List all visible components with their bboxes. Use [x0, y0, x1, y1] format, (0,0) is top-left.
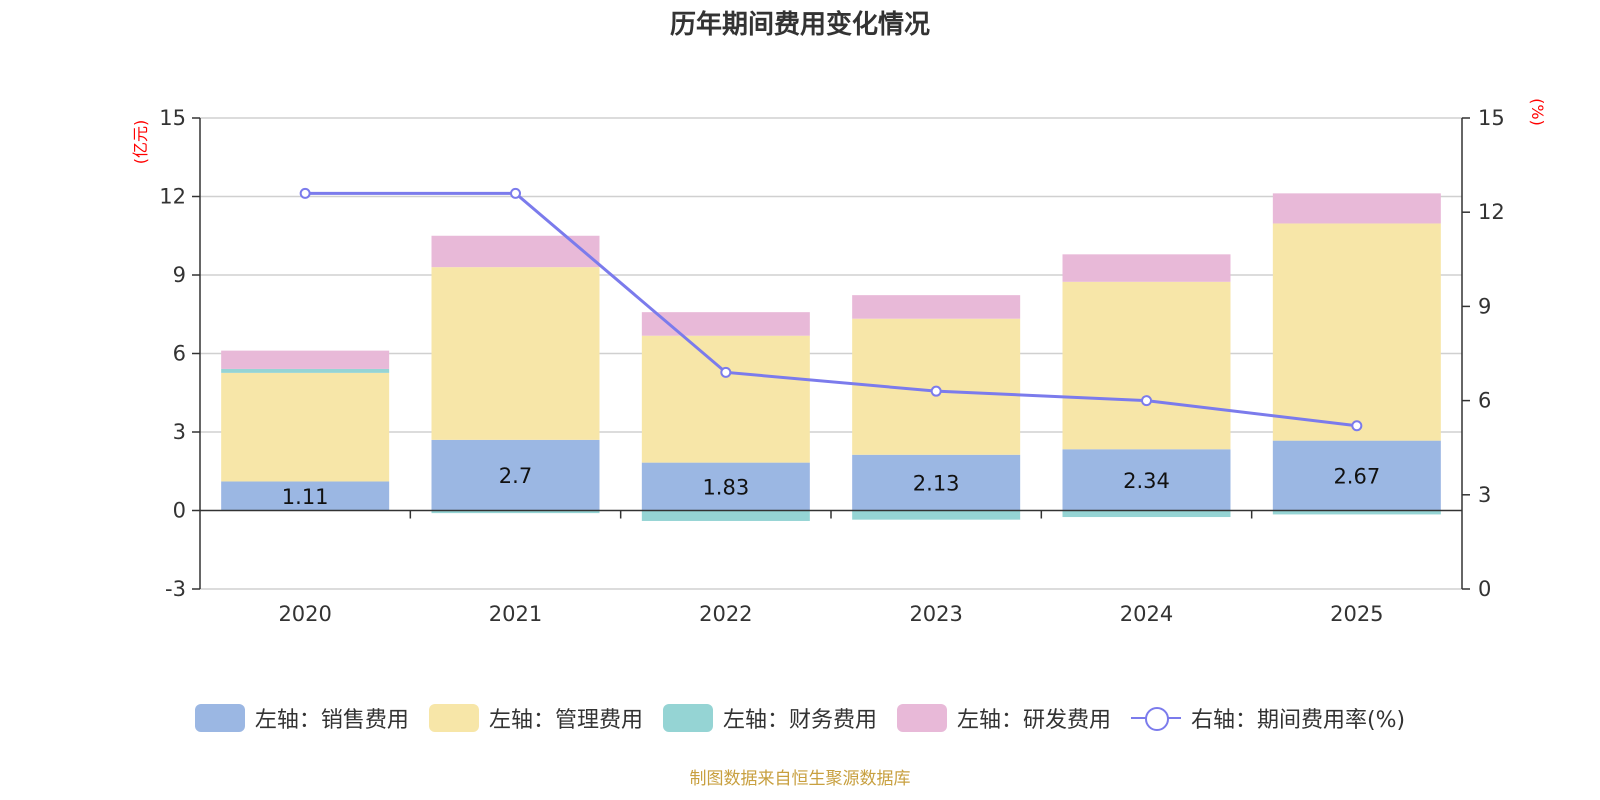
- left-axis-tick-label: 12: [159, 185, 186, 209]
- bar-rd-2021: [431, 235, 600, 268]
- bar-finance-2025: [1272, 510, 1441, 515]
- right-axis-tick-label: 3: [1478, 483, 1491, 507]
- x-axis-label-2020: 2020: [278, 602, 331, 626]
- x-axis-label-2021: 2021: [489, 602, 542, 626]
- chart-title: 历年期间费用变化情况: [669, 10, 930, 40]
- x-axis-label-2023: 2023: [909, 602, 962, 626]
- legend-item-expense-rate[interactable]: 右轴：期间费用率(%): [1130, 702, 1406, 734]
- data-label-sales-2023: 2.13: [913, 472, 960, 496]
- bar-finance-2021: [431, 510, 600, 514]
- legend-item-rd[interactable]: 左轴：研发费用: [896, 702, 1111, 734]
- legend-item-admin[interactable]: 左轴：管理费用: [428, 702, 643, 734]
- legend-swatch-sales: [194, 704, 245, 732]
- right-axis-tick-label: 15: [1478, 106, 1505, 130]
- left-axis-tick-label: 9: [173, 263, 186, 287]
- source-note: 制图数据来自恒生聚源数据库: [689, 769, 911, 789]
- expense-rate-point-2025: [1351, 420, 1363, 432]
- bar-finance-2022: [641, 510, 810, 521]
- data-label-sales-2024: 2.34: [1123, 469, 1170, 493]
- legend: 左轴：销售费用 左轴：管理费用 左轴：财务费用 左轴：研发费用 右轴：期间费用率…: [0, 702, 1600, 734]
- bar-sales-2025: [1272, 440, 1441, 511]
- legend-label-sales: 左轴：销售费用: [254, 708, 409, 733]
- x-axis-label-2025: 2025: [1330, 602, 1383, 626]
- bar-sales-2024: [1062, 449, 1231, 511]
- legend-label-finance: 左轴：财务费用: [722, 708, 877, 733]
- data-label-sales-2022: 1.83: [702, 476, 749, 500]
- bar-admin-2022: [641, 335, 810, 463]
- expense-rate-point-2023: [930, 385, 942, 397]
- bar-sales-2023: [852, 454, 1021, 511]
- legend-swatch-admin: [428, 704, 479, 732]
- expense-rate-point-2021: [510, 187, 521, 199]
- expense-rate-point-2022: [720, 366, 732, 378]
- left-axis-tick-label: 3: [173, 420, 186, 444]
- right-axis-tick-label: 0: [1478, 577, 1491, 601]
- left-axis-tick-label: -3: [165, 577, 186, 601]
- right-axis-tick-label: 9: [1478, 294, 1491, 318]
- right-axis-tick-label: 6: [1478, 389, 1491, 413]
- legend-swatch-finance: [662, 704, 713, 732]
- legend-label-rd: 左轴：研发费用: [956, 708, 1111, 733]
- bar-admin-2020: [221, 372, 390, 482]
- bar-admin-2024: [1062, 281, 1231, 450]
- data-label-sales-2021: 2.7: [499, 464, 532, 488]
- bar-finance-2023: [852, 510, 1021, 520]
- x-axis-label-2024: 2024: [1120, 602, 1173, 626]
- expense-rate-line: [305, 191, 1358, 428]
- bar-rd-2022: [641, 312, 810, 336]
- bar-admin-2021: [431, 267, 600, 440]
- left-axis-tick-label: 6: [173, 342, 186, 366]
- left-axis-unit-label: (亿元): [131, 120, 150, 165]
- x-axis-label-2022: 2022: [699, 602, 752, 626]
- data-label-sales-2020: 1.11: [282, 485, 329, 509]
- bar-admin-2025: [1272, 223, 1441, 441]
- legend-item-finance[interactable]: 左轴：财务费用: [662, 702, 877, 734]
- data-label-sales-2025: 2.67: [1333, 465, 1380, 489]
- bar-rd-2024: [1062, 254, 1231, 282]
- bar-sales-2022: [641, 462, 810, 511]
- bar-sales-2020: [221, 481, 390, 511]
- legend-line-marker-icon: [1130, 704, 1181, 732]
- left-axis-tick-label: 15: [159, 106, 186, 130]
- expense-rate-point-2020: [299, 187, 311, 199]
- bar-finance-2024: [1062, 510, 1231, 518]
- legend-item-sales[interactable]: 左轴：销售费用: [194, 702, 409, 734]
- bar-rd-2023: [852, 295, 1021, 319]
- right-axis-tick-label: 12: [1478, 200, 1505, 224]
- bar-sales-2021: [431, 439, 600, 511]
- bar-finance-2020: [221, 368, 390, 373]
- legend-swatch-rd: [896, 704, 947, 732]
- bar-rd-2020: [221, 350, 390, 369]
- bar-rd-2025: [1272, 193, 1441, 224]
- legend-label-expense-rate: 右轴：期间费用率(%): [1190, 708, 1406, 733]
- legend-label-admin: 左轴：管理费用: [488, 708, 643, 733]
- right-axis-unit-label: (%): [1528, 98, 1547, 126]
- expense-rate-point-2024: [1141, 395, 1152, 407]
- left-axis-tick-label: 0: [173, 499, 186, 523]
